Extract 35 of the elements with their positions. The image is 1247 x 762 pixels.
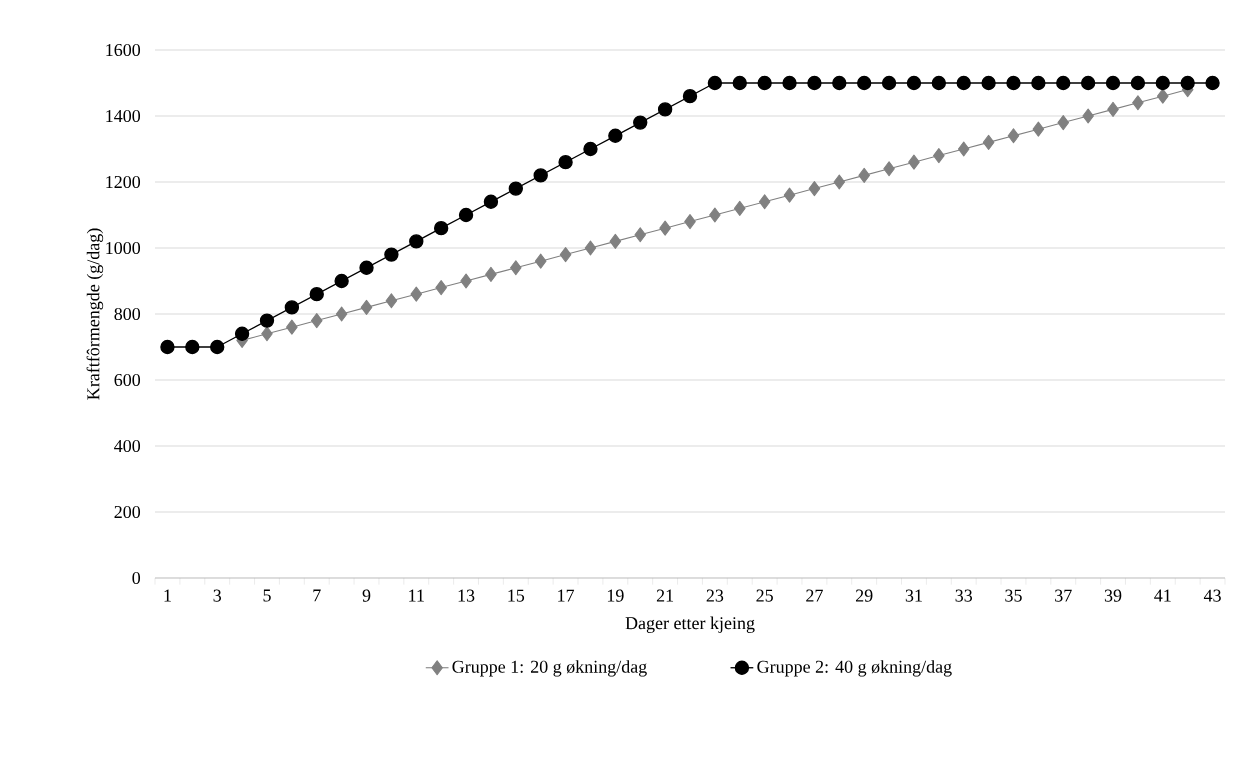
y-tick-label: 1000: [106, 241, 141, 255]
x-tick-label: 3: [213, 589, 222, 602]
y-tick-label: 400: [114, 439, 141, 453]
x-tick-label: 41: [1154, 589, 1171, 602]
x-tick-label: 5: [263, 589, 271, 602]
x-axis-title: Dager etter kjeing: [625, 616, 755, 633]
x-tick-label: 43: [1203, 589, 1221, 602]
x-tick-label: 11: [409, 589, 424, 602]
legend-label: Gruppe 2: 40 g økning/dag: [757, 660, 952, 677]
x-tick-label: 39: [1104, 589, 1122, 602]
y-tick-label: 800: [114, 307, 141, 321]
y-tick-label: 1200: [106, 175, 141, 189]
x-tick-label: 1: [164, 589, 171, 602]
y-tick-label: 200: [114, 505, 141, 519]
x-tick-label: 29: [855, 589, 873, 602]
x-tick-label: 33: [955, 589, 973, 602]
x-tick-label: 7: [313, 589, 321, 602]
y-tick-label: 600: [114, 373, 141, 387]
x-tick-label: 25: [756, 589, 773, 602]
x-tick-label: 19: [607, 589, 624, 602]
x-tick-label: 15: [508, 589, 525, 602]
legend-label: Gruppe 1: 20 g økning/dag: [452, 660, 647, 677]
y-tick-label: 1400: [106, 109, 141, 123]
y-axis-title: Kraftfôrmengde (g/dag): [86, 228, 104, 400]
x-tick-label: 27: [806, 589, 823, 602]
x-tick-label: 35: [1005, 589, 1022, 602]
x-tick-label: 37: [1055, 589, 1072, 602]
x-tick-label: 23: [706, 589, 724, 602]
x-tick-label: 21: [656, 589, 674, 602]
x-tick-label: 9: [362, 589, 371, 602]
y-tick-label: 0: [132, 571, 141, 585]
x-tick-label: 13: [458, 589, 475, 602]
y-tick-label: 1600: [106, 43, 141, 57]
x-tick-label: 17: [558, 589, 575, 602]
x-tick-label: 31: [905, 589, 922, 602]
